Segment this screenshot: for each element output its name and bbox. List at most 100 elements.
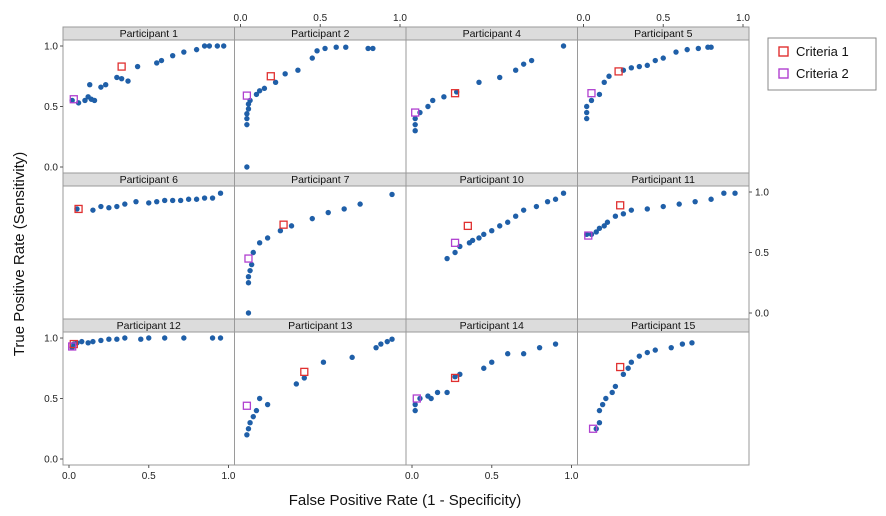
data-point (247, 420, 253, 426)
data-point (609, 389, 615, 396)
data-point (520, 61, 527, 67)
data-point (309, 215, 315, 222)
data-point (295, 67, 301, 73)
data-point (628, 65, 635, 71)
data-point (692, 198, 698, 205)
panel-frame (62, 26, 235, 174)
marker-criteria-1 (117, 62, 126, 71)
marker-criteria-1 (266, 72, 275, 81)
data-point (732, 190, 738, 196)
data-point (606, 73, 612, 79)
data-point (133, 198, 139, 205)
data-point (341, 206, 347, 212)
data-point (481, 231, 487, 238)
data-point (349, 354, 355, 361)
legend-marker-criteria-2 (778, 68, 789, 79)
data-point (679, 341, 686, 347)
data-point (593, 229, 599, 235)
data-point (314, 48, 320, 54)
data-point (333, 44, 339, 50)
data-point (154, 60, 160, 66)
panel-title: Participant 6 (120, 174, 179, 186)
data-point (82, 97, 88, 104)
panel-title: Participant 15 (631, 320, 695, 332)
panel-title: Participant 14 (460, 320, 524, 332)
data-point (102, 82, 109, 88)
data-point (676, 201, 682, 207)
data-point (282, 71, 288, 77)
data-point (596, 420, 603, 426)
data-point (560, 43, 567, 49)
data-point (708, 44, 714, 50)
y-tick-label: 0.0 (44, 163, 58, 174)
ticks-layer: 0.0 0.5 1.0 0.0 0.5 1.0 0.0 0.5 1.0 0.0 0.5 1.0 0.0 0… (44, 13, 769, 482)
panel-participant-6: Participant 6 (62, 172, 235, 320)
data-point (114, 203, 120, 210)
data-point (87, 82, 93, 88)
panel-participant-4: Participant 4 (405, 26, 578, 174)
x-tick-label: 1.0 (565, 471, 579, 482)
data-point (373, 344, 379, 351)
data-point (214, 43, 221, 49)
data-point (544, 198, 551, 205)
data-point (169, 197, 176, 204)
data-point (264, 401, 271, 408)
marker-criteria-1 (616, 362, 625, 372)
data-point (560, 190, 567, 196)
data-point (201, 43, 208, 49)
marker-criteria-1 (616, 201, 625, 210)
data-point (250, 413, 256, 420)
data-point (583, 109, 590, 116)
data-point (301, 375, 307, 381)
x-tick-label: 0.0 (405, 471, 419, 482)
data-point (684, 46, 690, 53)
data-point (154, 198, 160, 205)
data-point (244, 164, 250, 170)
panel-title: Participant 4 (463, 28, 522, 40)
data-point (412, 128, 418, 134)
panel-participant-12: Participant 12 (62, 318, 235, 466)
marker-criteria-2 (69, 95, 78, 104)
data-point (620, 211, 627, 217)
data-point (309, 55, 315, 61)
data-point (652, 57, 658, 64)
data-point (244, 111, 250, 117)
panel-title: Participant 10 (460, 174, 524, 186)
data-point (247, 267, 253, 274)
data-point (245, 426, 252, 432)
marker-criteria-1 (450, 373, 460, 383)
x-tick-label: 0.5 (142, 471, 156, 482)
data-point (596, 91, 603, 98)
panel-header (577, 172, 750, 187)
data-point (434, 389, 441, 396)
data-point (625, 365, 631, 371)
marker-criteria-1 (463, 221, 472, 231)
x-tick-label: 0.5 (485, 471, 499, 482)
data-point (533, 203, 540, 210)
panel-frame (577, 26, 750, 174)
data-point (162, 197, 168, 204)
panel-participant-7: Participant 7 (234, 172, 407, 320)
data-point (250, 249, 256, 256)
data-point (264, 235, 271, 241)
panel-participant-11: Participant 11 (577, 172, 750, 320)
data-point (444, 389, 450, 396)
data-point (620, 371, 627, 377)
data-point (389, 336, 395, 342)
data-point (201, 195, 208, 201)
legend: Criteria 1 Criteria 2 (767, 37, 877, 91)
x-tick-label: 0.0 (577, 13, 591, 24)
data-point (552, 196, 559, 202)
data-point (162, 335, 168, 341)
x-tick-label: 0.5 (313, 13, 327, 24)
data-point (384, 338, 390, 345)
data-point (256, 240, 263, 246)
panel-participant-14: Participant 14 (405, 318, 578, 466)
data-point (588, 97, 595, 104)
data-point (476, 79, 482, 86)
panel-frame (577, 172, 750, 320)
y-axis-title: True Positive Rate (Sensitivity) (11, 152, 28, 357)
panel-participant-15: Participant 15 (577, 318, 750, 466)
marker-criteria-1 (450, 89, 460, 98)
data-point (528, 57, 535, 64)
